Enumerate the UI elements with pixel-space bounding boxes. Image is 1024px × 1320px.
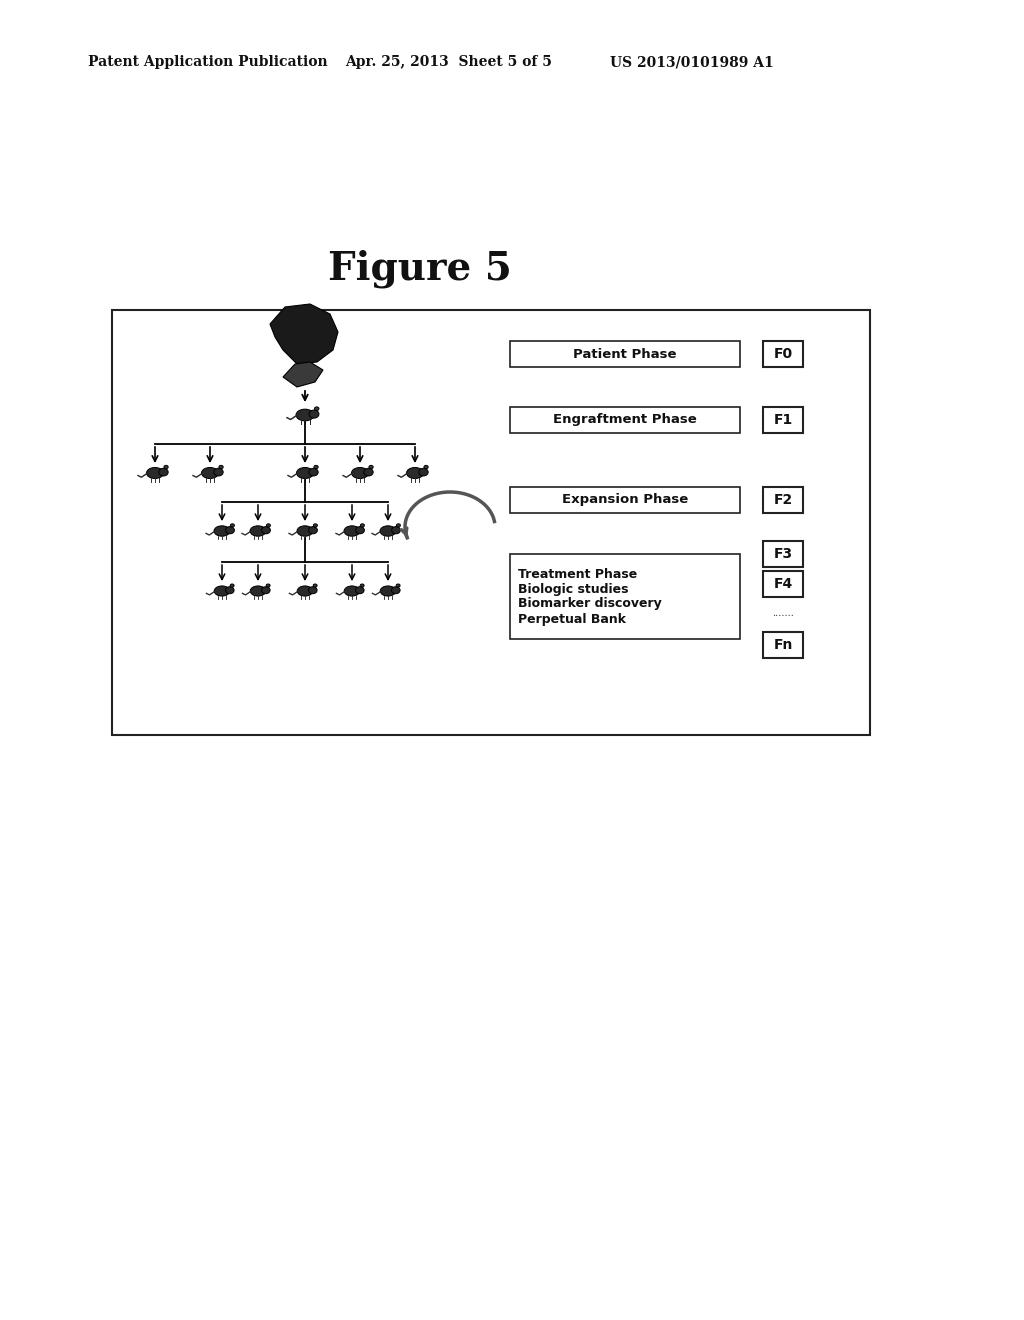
Ellipse shape (250, 586, 266, 597)
Ellipse shape (146, 467, 164, 479)
Ellipse shape (424, 466, 428, 469)
Text: Fn: Fn (773, 638, 793, 652)
Text: Treatment Phase
Biologic studies
Biomarker discovery
Perpetual Bank: Treatment Phase Biologic studies Biomark… (518, 568, 662, 626)
FancyBboxPatch shape (510, 554, 740, 639)
Ellipse shape (261, 586, 270, 594)
Ellipse shape (225, 586, 234, 594)
FancyBboxPatch shape (112, 310, 870, 735)
Ellipse shape (309, 469, 318, 477)
Ellipse shape (214, 525, 230, 536)
Text: US 2013/0101989 A1: US 2013/0101989 A1 (610, 55, 774, 69)
Text: F0: F0 (773, 347, 793, 360)
Ellipse shape (396, 583, 400, 587)
Text: F2: F2 (773, 492, 793, 507)
Ellipse shape (297, 467, 313, 479)
Polygon shape (283, 362, 323, 387)
Ellipse shape (355, 586, 365, 594)
FancyBboxPatch shape (763, 487, 803, 513)
Ellipse shape (297, 586, 312, 597)
Text: F1: F1 (773, 413, 793, 426)
FancyBboxPatch shape (763, 341, 803, 367)
Ellipse shape (225, 527, 234, 533)
Ellipse shape (261, 527, 270, 533)
Ellipse shape (309, 411, 318, 418)
Ellipse shape (202, 467, 218, 479)
Ellipse shape (313, 524, 317, 527)
Ellipse shape (308, 527, 317, 533)
Ellipse shape (219, 466, 223, 469)
Text: Apr. 25, 2013  Sheet 5 of 5: Apr. 25, 2013 Sheet 5 of 5 (345, 55, 552, 69)
Ellipse shape (164, 466, 168, 469)
Ellipse shape (230, 583, 234, 587)
Ellipse shape (355, 527, 365, 533)
Ellipse shape (297, 525, 313, 536)
Ellipse shape (314, 466, 318, 469)
Ellipse shape (159, 469, 168, 477)
Polygon shape (270, 304, 338, 364)
Ellipse shape (344, 525, 360, 536)
Ellipse shape (369, 466, 373, 469)
FancyBboxPatch shape (510, 487, 740, 513)
Ellipse shape (214, 586, 229, 597)
Text: Expansion Phase: Expansion Phase (562, 494, 688, 507)
Ellipse shape (380, 525, 396, 536)
Ellipse shape (344, 586, 359, 597)
FancyBboxPatch shape (763, 541, 803, 568)
Ellipse shape (391, 586, 400, 594)
Text: Patient Phase: Patient Phase (573, 347, 677, 360)
Ellipse shape (308, 586, 317, 594)
Ellipse shape (313, 583, 317, 587)
Ellipse shape (360, 524, 365, 527)
Ellipse shape (296, 409, 314, 421)
Text: .......: ....... (772, 610, 794, 619)
Ellipse shape (214, 469, 223, 477)
Text: F3: F3 (773, 546, 793, 561)
Ellipse shape (230, 524, 234, 527)
FancyBboxPatch shape (763, 407, 803, 433)
Ellipse shape (266, 524, 270, 527)
Ellipse shape (396, 524, 400, 527)
FancyBboxPatch shape (763, 572, 803, 597)
Ellipse shape (250, 525, 266, 536)
Text: Patent Application Publication: Patent Application Publication (88, 55, 328, 69)
Ellipse shape (419, 469, 428, 477)
Text: Figure 5: Figure 5 (328, 249, 512, 289)
Ellipse shape (360, 583, 365, 587)
FancyBboxPatch shape (510, 341, 740, 367)
Ellipse shape (314, 407, 318, 411)
Ellipse shape (391, 527, 400, 533)
Text: Engraftment Phase: Engraftment Phase (553, 413, 697, 426)
Ellipse shape (407, 467, 424, 479)
Ellipse shape (351, 467, 369, 479)
Ellipse shape (266, 583, 270, 587)
Text: F4: F4 (773, 577, 793, 591)
FancyBboxPatch shape (763, 632, 803, 657)
FancyBboxPatch shape (510, 407, 740, 433)
Ellipse shape (380, 586, 396, 597)
Ellipse shape (364, 469, 373, 477)
